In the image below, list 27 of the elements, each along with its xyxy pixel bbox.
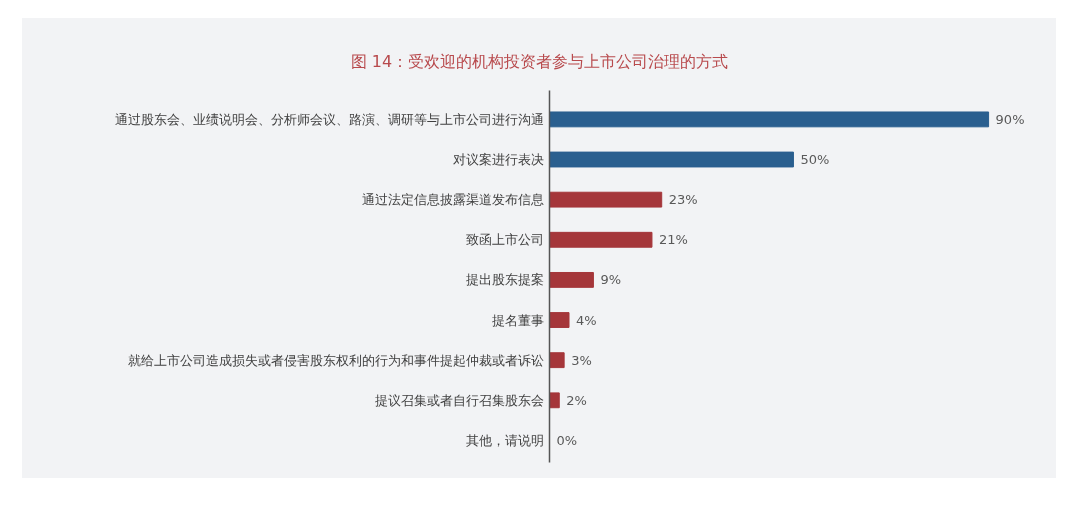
y-tick-label: 致函上市公司: [465, 232, 544, 248]
y-tick-label: 提出股东提案: [465, 272, 544, 288]
y-tick-label: 通过股东会、业绩说明会、分析师会议、路演、调研等与上市公司进行沟通: [114, 111, 544, 127]
data-label: 50%: [800, 152, 830, 168]
y-tick-label: 通过法定信息披露渠道发布信息: [361, 192, 544, 208]
y-tick-label: 提名董事: [491, 312, 544, 328]
y-tick-label: 对议案进行表决: [452, 152, 544, 168]
bar: [549, 111, 990, 128]
bar: [549, 312, 570, 328]
data-label: 3%: [571, 352, 592, 368]
chart-title: 图 14：受欢迎的机构投资者参与上市公司治理的方式: [350, 51, 729, 71]
data-label: 23%: [668, 192, 698, 208]
bar: [549, 151, 794, 168]
data-label: 9%: [600, 272, 622, 288]
bar: [549, 392, 560, 409]
data-label: 21%: [658, 232, 688, 248]
data-label: 0%: [556, 432, 578, 448]
y-tick-label: 其他，请说明: [465, 432, 544, 448]
bar: [549, 271, 594, 288]
y-tick-label: 提议召集或者自行召集股东会: [374, 392, 544, 408]
y-tick-label: 就给上市公司造成损失或者侵害股东权利的行为和事件提起仲裁或者诉讼: [127, 352, 544, 368]
data-label: 90%: [995, 111, 1025, 127]
bar: [549, 352, 565, 369]
bar: [549, 231, 653, 248]
data-label: 4%: [576, 312, 597, 328]
bar: [549, 191, 663, 208]
data-label: 2%: [566, 392, 587, 408]
